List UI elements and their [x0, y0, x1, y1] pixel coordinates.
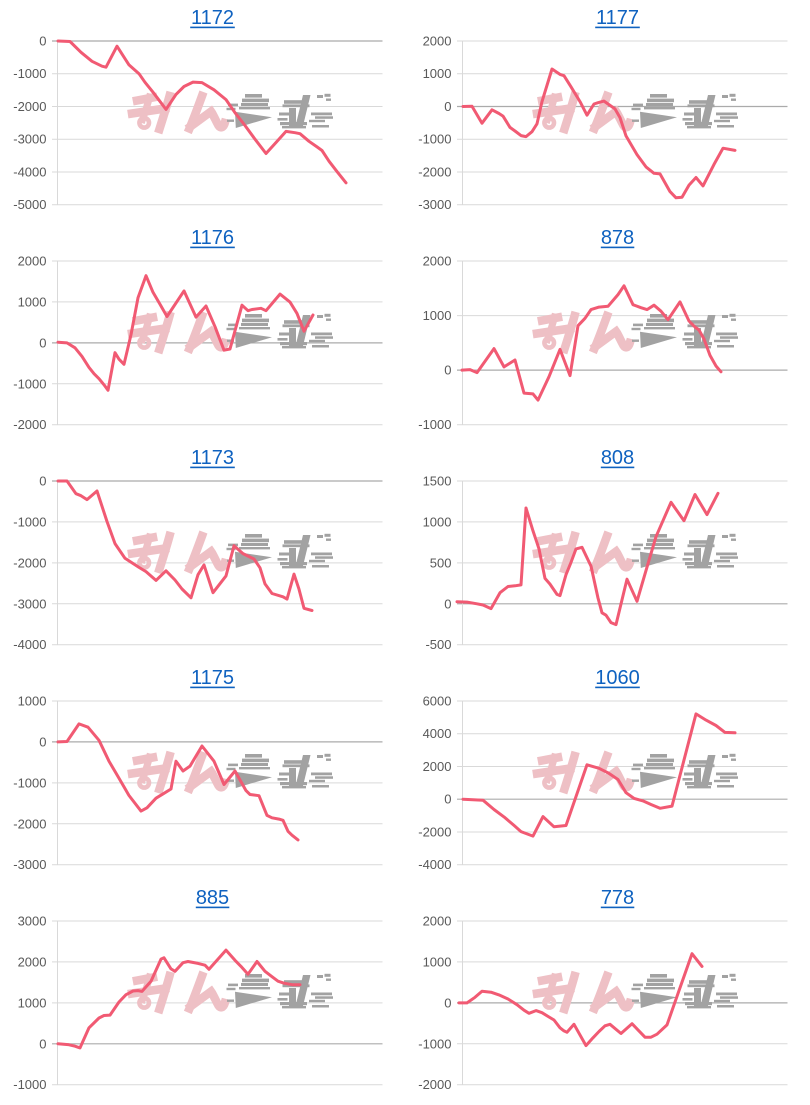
svg-text:-2000: -2000 [13, 99, 46, 114]
svg-text:1173: 1173 [191, 447, 234, 469]
svg-text:1060: 1060 [595, 667, 640, 689]
svg-text:2000: 2000 [423, 254, 452, 269]
svg-text:1172: 1172 [191, 7, 234, 29]
svg-text:-3000: -3000 [13, 132, 46, 147]
svg-text:-500: -500 [425, 637, 451, 652]
svg-text:1177: 1177 [596, 7, 639, 29]
svg-text:2000: 2000 [423, 759, 452, 774]
svg-text:-1000: -1000 [418, 132, 451, 147]
svg-text:1000: 1000 [423, 954, 452, 969]
svg-text:1000: 1000 [18, 694, 47, 709]
svg-text:-4000: -4000 [418, 857, 451, 872]
svg-text:-2000: -2000 [418, 825, 451, 840]
svg-text:0: 0 [444, 596, 451, 611]
svg-text:0: 0 [39, 734, 46, 749]
svg-text:-1000: -1000 [418, 1036, 451, 1051]
svg-text:885: 885 [196, 887, 229, 909]
svg-text:1000: 1000 [423, 66, 452, 81]
svg-text:0: 0 [39, 474, 46, 489]
svg-text:-5000: -5000 [13, 197, 46, 212]
svg-text:4000: 4000 [423, 726, 452, 741]
svg-text:1000: 1000 [18, 995, 47, 1010]
svg-text:0: 0 [444, 995, 451, 1010]
svg-text:1176: 1176 [191, 227, 234, 249]
svg-text:2000: 2000 [423, 914, 452, 929]
svg-text:-3000: -3000 [13, 596, 46, 611]
svg-text:1500: 1500 [423, 474, 452, 489]
svg-text:-2000: -2000 [13, 555, 46, 570]
svg-text:2000: 2000 [18, 954, 47, 969]
svg-text:808: 808 [601, 447, 634, 469]
svg-text:-1000: -1000 [13, 514, 46, 529]
svg-text:3000: 3000 [18, 914, 47, 929]
svg-text:1175: 1175 [191, 667, 234, 689]
svg-text:-1000: -1000 [13, 66, 46, 81]
svg-text:-3000: -3000 [13, 857, 46, 872]
svg-text:0: 0 [39, 34, 46, 49]
svg-text:0: 0 [444, 792, 451, 807]
svg-text:-2000: -2000 [13, 816, 46, 831]
svg-text:-2000: -2000 [418, 1077, 451, 1092]
svg-text:778: 778 [601, 887, 634, 909]
svg-text:500: 500 [430, 555, 452, 570]
svg-text:0: 0 [39, 1036, 46, 1051]
svg-text:1000: 1000 [18, 294, 47, 309]
svg-text:-2000: -2000 [13, 417, 46, 432]
svg-text:878: 878 [601, 227, 634, 249]
svg-text:-1000: -1000 [13, 1077, 46, 1092]
svg-text:-1000: -1000 [13, 775, 46, 790]
svg-text:-3000: -3000 [418, 197, 451, 212]
svg-text:0: 0 [39, 335, 46, 350]
svg-text:2000: 2000 [423, 34, 452, 49]
svg-text:1000: 1000 [423, 514, 452, 529]
svg-text:0: 0 [444, 363, 451, 378]
svg-text:0: 0 [444, 99, 451, 114]
svg-text:6000: 6000 [423, 694, 452, 709]
svg-text:1000: 1000 [423, 308, 452, 323]
svg-text:2000: 2000 [18, 254, 47, 269]
svg-text:-1000: -1000 [13, 376, 46, 391]
svg-text:-4000: -4000 [13, 165, 46, 180]
svg-text:-4000: -4000 [13, 637, 46, 652]
svg-text:-1000: -1000 [418, 417, 451, 432]
svg-text:-2000: -2000 [418, 165, 451, 180]
